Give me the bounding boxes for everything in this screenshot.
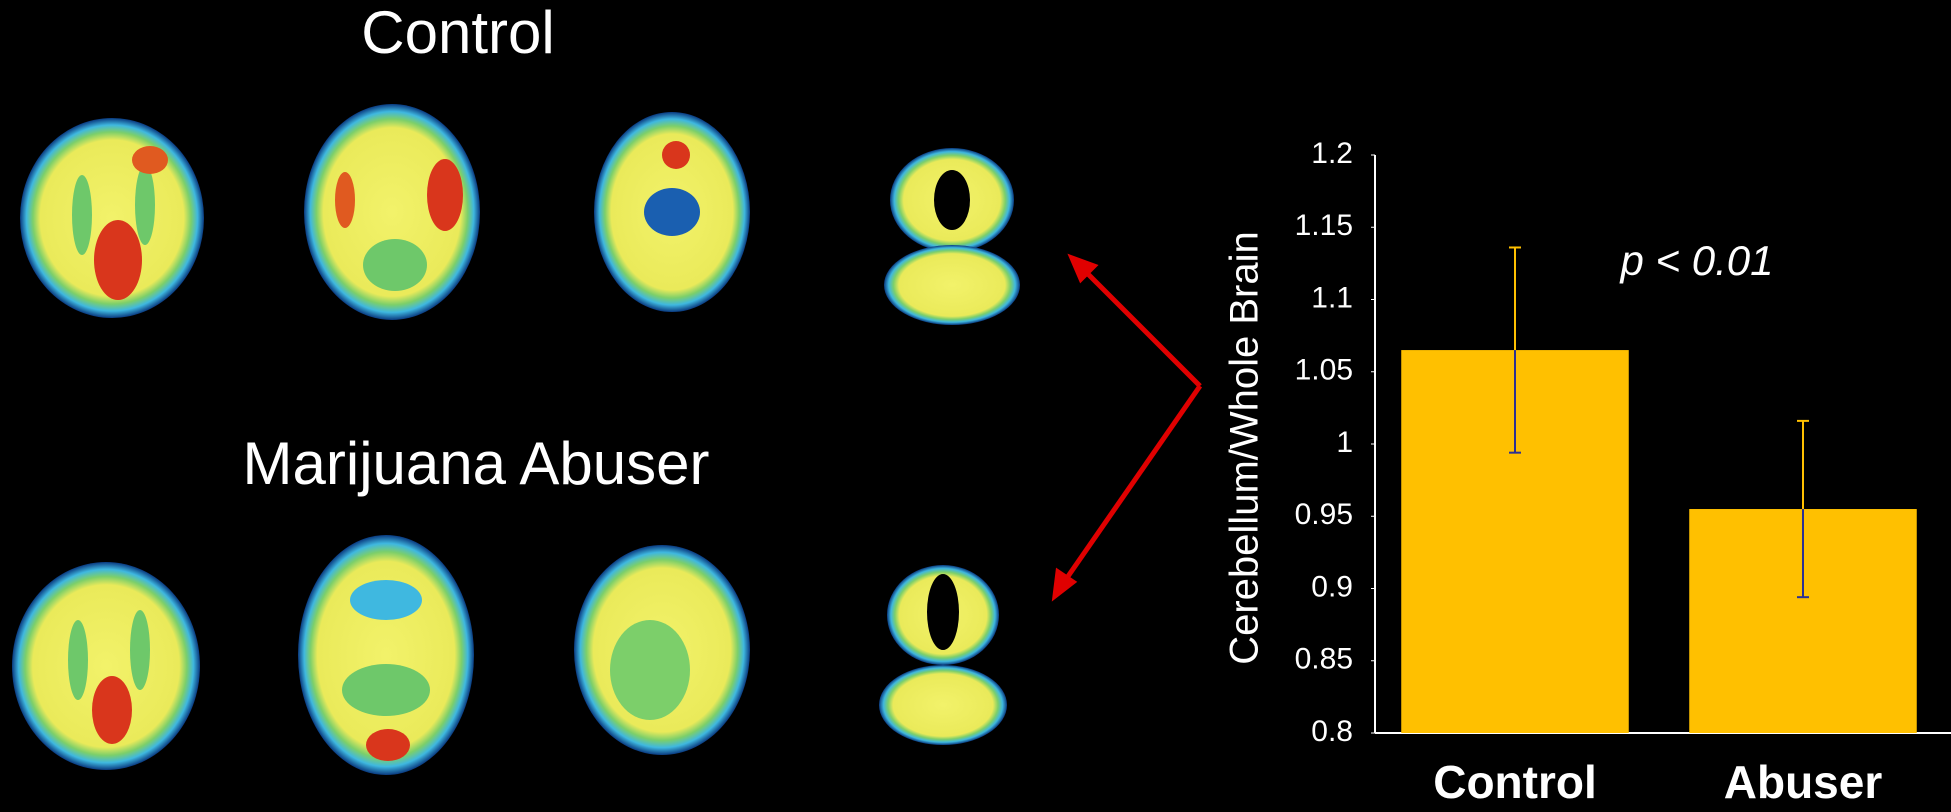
y-tick-label: 0.8 <box>1311 715 1353 748</box>
scan-region <box>610 620 690 720</box>
scan-hotspot <box>94 220 142 300</box>
page: Control Marijuana Abuser <box>0 0 1951 812</box>
y-tick-label: 1.15 <box>1295 209 1353 242</box>
scan-region <box>363 239 427 291</box>
y-tick-label: 1.2 <box>1311 137 1353 170</box>
slide: Control Marijuana Abuser <box>0 0 1951 807</box>
y-tick-label: 0.85 <box>1295 643 1353 676</box>
scan-gap <box>934 170 970 230</box>
scan-region <box>644 188 700 236</box>
scan-hotspot <box>335 172 355 228</box>
y-tick-label: 1.05 <box>1295 354 1353 387</box>
scan-region <box>72 175 92 255</box>
scan-region <box>135 165 155 245</box>
scan-hotspot <box>132 146 168 174</box>
scan-hotspot <box>92 676 132 744</box>
scan-hotspot <box>366 729 410 761</box>
scan-region <box>130 610 150 690</box>
scan <box>879 665 1007 745</box>
annotation: p < 0.01 <box>1619 237 1774 284</box>
y-tick-label: 0.9 <box>1311 570 1353 603</box>
scan-hotspot <box>427 159 463 231</box>
abuser-label: Marijuana Abuser <box>243 430 710 497</box>
scan-region <box>350 580 422 620</box>
scan-hotspot <box>662 141 690 169</box>
scan <box>884 245 1020 325</box>
y-tick-label: 1.1 <box>1311 281 1353 314</box>
scan-gap <box>927 574 959 650</box>
x-tick-label: Abuser <box>1724 756 1883 807</box>
scan-region <box>342 664 430 716</box>
control-label: Control <box>361 0 554 66</box>
y-tick-label: 0.95 <box>1295 498 1353 531</box>
x-tick-label: Control <box>1433 756 1597 807</box>
y-tick-label: 1 <box>1336 426 1353 459</box>
y-axis-label: Cerebellum/Whole Brain <box>1223 231 1267 665</box>
scan-region <box>68 620 88 700</box>
